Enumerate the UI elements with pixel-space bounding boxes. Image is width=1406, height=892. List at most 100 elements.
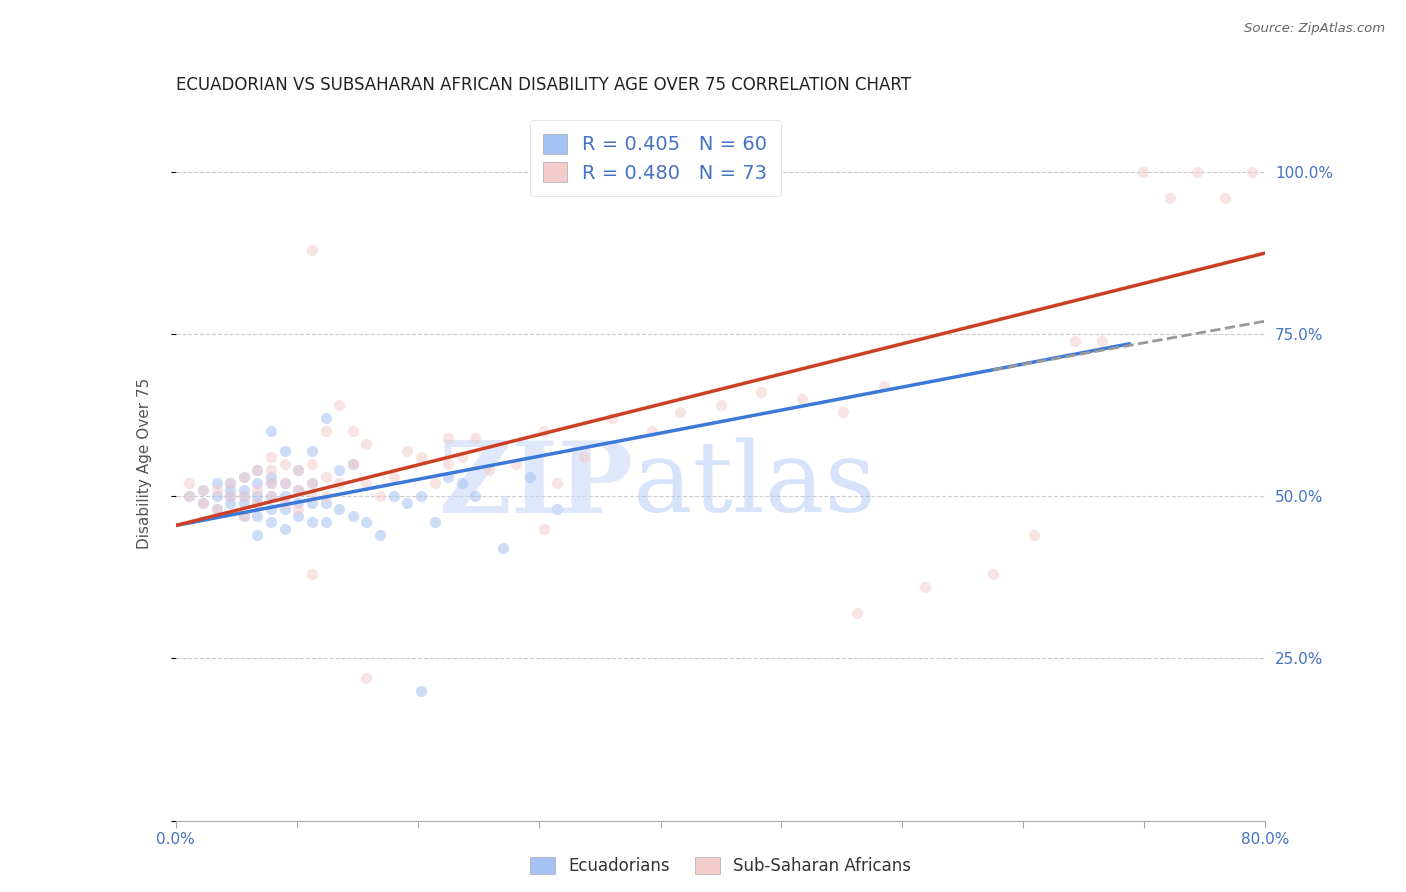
Point — [260, 470, 283, 484]
Point — [232, 508, 254, 523]
Point — [396, 443, 419, 458]
Point — [668, 405, 690, 419]
Point — [246, 463, 269, 477]
Point — [423, 515, 446, 529]
Point — [1022, 528, 1045, 542]
Point — [409, 684, 432, 698]
Point — [328, 399, 350, 413]
Point — [792, 392, 814, 406]
Point — [546, 476, 568, 491]
Point — [423, 476, 446, 491]
Point — [232, 470, 254, 484]
Point — [191, 496, 214, 510]
Point — [246, 489, 269, 503]
Point — [342, 457, 364, 471]
Point — [191, 483, 214, 497]
Point — [205, 476, 228, 491]
Point — [301, 567, 323, 582]
Point — [315, 411, 337, 425]
Point — [641, 425, 664, 439]
Point — [232, 483, 254, 497]
Point — [287, 483, 309, 497]
Point — [179, 489, 201, 503]
Point — [246, 508, 269, 523]
Point — [382, 470, 405, 484]
Point — [751, 385, 773, 400]
Text: atlas: atlas — [633, 437, 876, 533]
Point — [1187, 165, 1209, 179]
Point — [450, 450, 472, 465]
Point — [368, 489, 391, 503]
Point — [505, 457, 527, 471]
Point — [464, 431, 486, 445]
Point — [1091, 334, 1114, 348]
Point — [546, 502, 568, 516]
Point — [232, 496, 254, 510]
Point — [260, 476, 283, 491]
Point — [1132, 165, 1154, 179]
Point — [274, 476, 297, 491]
Point — [492, 541, 515, 556]
Point — [342, 425, 364, 439]
Point — [600, 411, 623, 425]
Point — [574, 450, 596, 465]
Point — [315, 489, 337, 503]
Point — [315, 470, 337, 484]
Point — [219, 489, 242, 503]
Point — [464, 489, 486, 503]
Point — [287, 463, 309, 477]
Point — [260, 515, 283, 529]
Point — [287, 483, 309, 497]
Point — [356, 671, 378, 685]
Point — [301, 443, 323, 458]
Point — [179, 476, 201, 491]
Point — [315, 515, 337, 529]
Point — [396, 496, 419, 510]
Point — [710, 399, 733, 413]
Point — [409, 450, 432, 465]
Y-axis label: Disability Age Over 75: Disability Age Over 75 — [138, 378, 152, 549]
Point — [301, 457, 323, 471]
Point — [205, 502, 228, 516]
Point — [219, 476, 242, 491]
Point — [832, 405, 855, 419]
Point — [274, 457, 297, 471]
Point — [981, 567, 1004, 582]
Point — [274, 443, 297, 458]
Point — [205, 502, 228, 516]
Point — [368, 528, 391, 542]
Point — [260, 425, 283, 439]
Point — [533, 425, 555, 439]
Point — [342, 457, 364, 471]
Point — [287, 502, 309, 516]
Point — [301, 476, 323, 491]
Point — [301, 515, 323, 529]
Point — [246, 463, 269, 477]
Point — [328, 476, 350, 491]
Text: ECUADORIAN VS SUBSAHARAN AFRICAN DISABILITY AGE OVER 75 CORRELATION CHART: ECUADORIAN VS SUBSAHARAN AFRICAN DISABIL… — [176, 77, 911, 95]
Point — [301, 243, 323, 257]
Legend: Ecuadorians, Sub-Saharan Africans: Ecuadorians, Sub-Saharan Africans — [522, 849, 920, 884]
Text: ZIP: ZIP — [439, 437, 633, 533]
Point — [219, 489, 242, 503]
Point — [260, 450, 283, 465]
Point — [478, 463, 501, 477]
Point — [191, 496, 214, 510]
Point — [1159, 191, 1181, 205]
Point — [301, 476, 323, 491]
Point — [301, 496, 323, 510]
Point — [246, 496, 269, 510]
Point — [260, 489, 283, 503]
Point — [450, 476, 472, 491]
Point — [845, 606, 868, 620]
Point — [287, 508, 309, 523]
Point — [205, 489, 228, 503]
Point — [533, 522, 555, 536]
Point — [205, 483, 228, 497]
Point — [219, 476, 242, 491]
Point — [328, 463, 350, 477]
Point — [315, 496, 337, 510]
Point — [437, 457, 460, 471]
Point — [1213, 191, 1236, 205]
Point — [274, 496, 297, 510]
